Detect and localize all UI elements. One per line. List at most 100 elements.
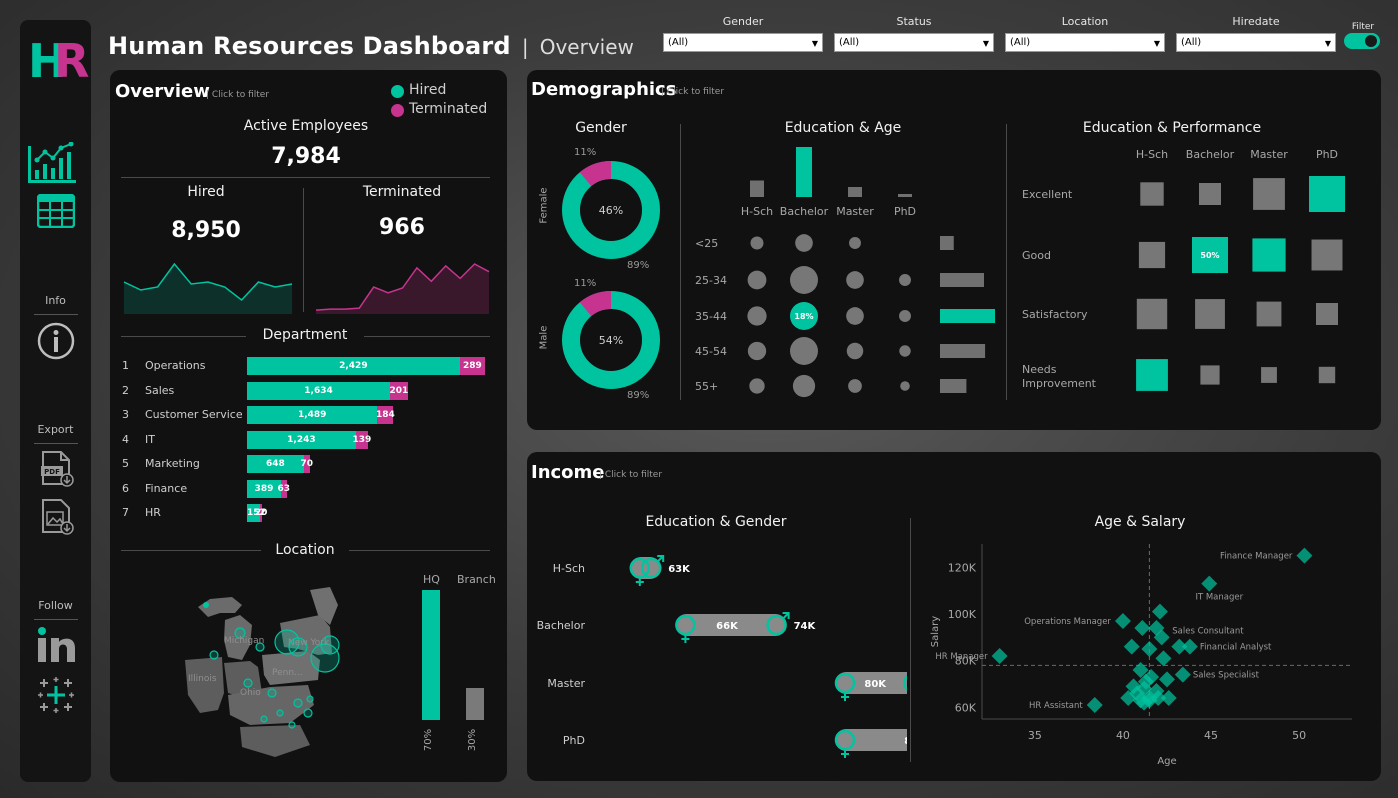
edu-age-bubble[interactable] <box>899 345 911 357</box>
salary-point[interactable] <box>1171 638 1188 655</box>
salary-point[interactable] <box>1155 650 1172 667</box>
hiredate-filter-select[interactable]: (All) ▼ <box>1176 33 1336 52</box>
map-marker[interactable] <box>203 602 209 608</box>
edu-col-total-bar[interactable] <box>848 187 862 197</box>
salary-point[interactable] <box>1153 629 1170 646</box>
edu-perf-square[interactable] <box>1136 298 1168 330</box>
age-row-total-bar[interactable] <box>940 236 954 250</box>
edu-col-total-bar[interactable] <box>796 147 812 197</box>
linkedin-icon[interactable] <box>37 626 77 664</box>
branch-bar[interactable] <box>466 687 484 720</box>
department-hired-bar[interactable] <box>247 479 282 498</box>
tableau-public-icon[interactable] <box>37 676 75 714</box>
edu-age-bubble[interactable] <box>747 306 767 326</box>
edu-age-bubble[interactable] <box>750 236 764 250</box>
male-symbol-icon[interactable] <box>903 674 907 692</box>
edu-age-bubble[interactable] <box>790 266 818 294</box>
salary-point[interactable] <box>1129 685 1146 702</box>
salary-point[interactable] <box>1296 547 1313 564</box>
edu-age-bubble[interactable] <box>849 237 861 249</box>
map-bubble[interactable] <box>320 635 340 655</box>
edu-age-bubble[interactable] <box>792 374 816 398</box>
overview-dashboard-icon[interactable] <box>27 141 77 184</box>
salary-point[interactable] <box>1174 666 1191 683</box>
salary-point[interactable] <box>1143 669 1160 685</box>
location-map[interactable]: Michigan New York Illinois Ohio Penn... <box>180 585 380 765</box>
salary-point[interactable] <box>1148 620 1165 636</box>
department-terminated-bar[interactable] <box>459 357 485 375</box>
male-donut[interactable]: 54% <box>560 289 662 391</box>
salary-point[interactable] <box>1150 690 1167 706</box>
department-hired-bar[interactable] <box>247 504 261 522</box>
edu-age-bubble[interactable] <box>846 342 864 360</box>
map-bubble[interactable] <box>306 695 314 703</box>
edu-col-total-bar[interactable] <box>750 180 764 198</box>
status-filter-select[interactable]: (All) ▼ <box>834 33 994 52</box>
salary-point[interactable] <box>1141 641 1158 657</box>
edu-gender-chart[interactable]: H-Sch63KBachelor66K74KMaster80K86KPhD80K… <box>527 537 907 767</box>
edu-gender-range-bar[interactable] <box>835 729 907 751</box>
edu-col-total-bar[interactable] <box>898 194 912 197</box>
hr-logo[interactable]: H R <box>28 38 89 86</box>
salary-point[interactable] <box>1137 673 1154 690</box>
gender-filter-select[interactable]: (All) ▼ <box>663 33 823 52</box>
salary-point[interactable] <box>1151 603 1168 620</box>
map-bubble[interactable] <box>276 709 284 717</box>
map-bubble[interactable] <box>243 678 253 688</box>
edu-perf-square[interactable] <box>1200 365 1220 385</box>
location-filter-select[interactable]: (All) ▼ <box>1005 33 1165 52</box>
edu-perf-square[interactable] <box>1138 241 1166 269</box>
age-row-total-bar[interactable] <box>940 379 967 393</box>
edu-perf-square[interactable] <box>1309 176 1345 212</box>
salary-point[interactable] <box>1201 575 1218 592</box>
salary-point[interactable] <box>1132 662 1149 678</box>
edu-perf-square[interactable] <box>1136 359 1168 391</box>
age-row-total-bar[interactable] <box>940 273 984 287</box>
male-symbol-icon[interactable] <box>766 614 787 636</box>
age-row-total-bar[interactable] <box>940 309 995 323</box>
info-icon[interactable] <box>37 322 75 360</box>
edu-perf-square[interactable] <box>1316 303 1338 325</box>
filter-toggle[interactable] <box>1344 33 1380 49</box>
export-pdf-icon[interactable]: PDF <box>39 450 75 488</box>
department-terminated-bar[interactable] <box>281 479 287 498</box>
edu-age-bubble[interactable] <box>747 270 767 290</box>
edu-perf-square[interactable] <box>1256 301 1282 327</box>
salary-point[interactable] <box>1160 690 1177 706</box>
salary-point[interactable] <box>991 648 1008 664</box>
male-symbol-icon[interactable] <box>640 557 662 579</box>
hired-trend-chart[interactable] <box>123 258 293 314</box>
salary-point[interactable] <box>1159 671 1175 688</box>
edu-perf-square[interactable] <box>1318 366 1336 384</box>
edu-perf-square[interactable] <box>1252 238 1286 272</box>
edu-age-bubble[interactable] <box>749 378 765 394</box>
salary-point[interactable] <box>1181 638 1198 655</box>
map-bubble[interactable] <box>288 721 296 729</box>
map-bubble[interactable] <box>255 642 265 652</box>
map-bubble-new-york[interactable] <box>310 643 340 673</box>
edu-perf-square[interactable] <box>1195 299 1225 329</box>
department-terminated-bar[interactable] <box>355 430 368 449</box>
edu-gender-range-bar[interactable] <box>675 614 787 636</box>
edu-perf-square[interactable] <box>1311 239 1343 271</box>
edu-age-bubble[interactable] <box>846 307 864 325</box>
age-row-total-bar[interactable] <box>940 344 986 358</box>
salary-point[interactable] <box>1086 697 1103 713</box>
edu-perf-chart[interactable]: H-Sch Bachelor Master PhD Excellent Good 50% Sa… <box>1017 140 1362 410</box>
edu-perf-square[interactable] <box>1140 182 1164 206</box>
hq-bar[interactable] <box>422 590 440 720</box>
map-bubble[interactable] <box>267 688 277 698</box>
salary-point[interactable] <box>1134 620 1151 636</box>
edu-gender-range-bar[interactable] <box>629 557 662 579</box>
map-bubble[interactable] <box>288 637 308 657</box>
department-hired-bar[interactable] <box>247 357 460 375</box>
edu-age-bubble[interactable] <box>848 379 862 393</box>
map-bubble[interactable] <box>293 698 303 708</box>
edu-perf-square[interactable] <box>1199 183 1221 205</box>
department-terminated-bar[interactable] <box>377 406 394 424</box>
edu-age-bubble[interactable] <box>795 234 813 252</box>
age-salary-chart[interactable]: 35 40 45 50 120K 100K 80K 60K Age Salary Finance M… <box>922 534 1372 769</box>
edu-age-bubble[interactable] <box>899 274 911 286</box>
edu-age-bubble[interactable] <box>790 337 818 365</box>
table-view-icon[interactable] <box>36 193 76 229</box>
